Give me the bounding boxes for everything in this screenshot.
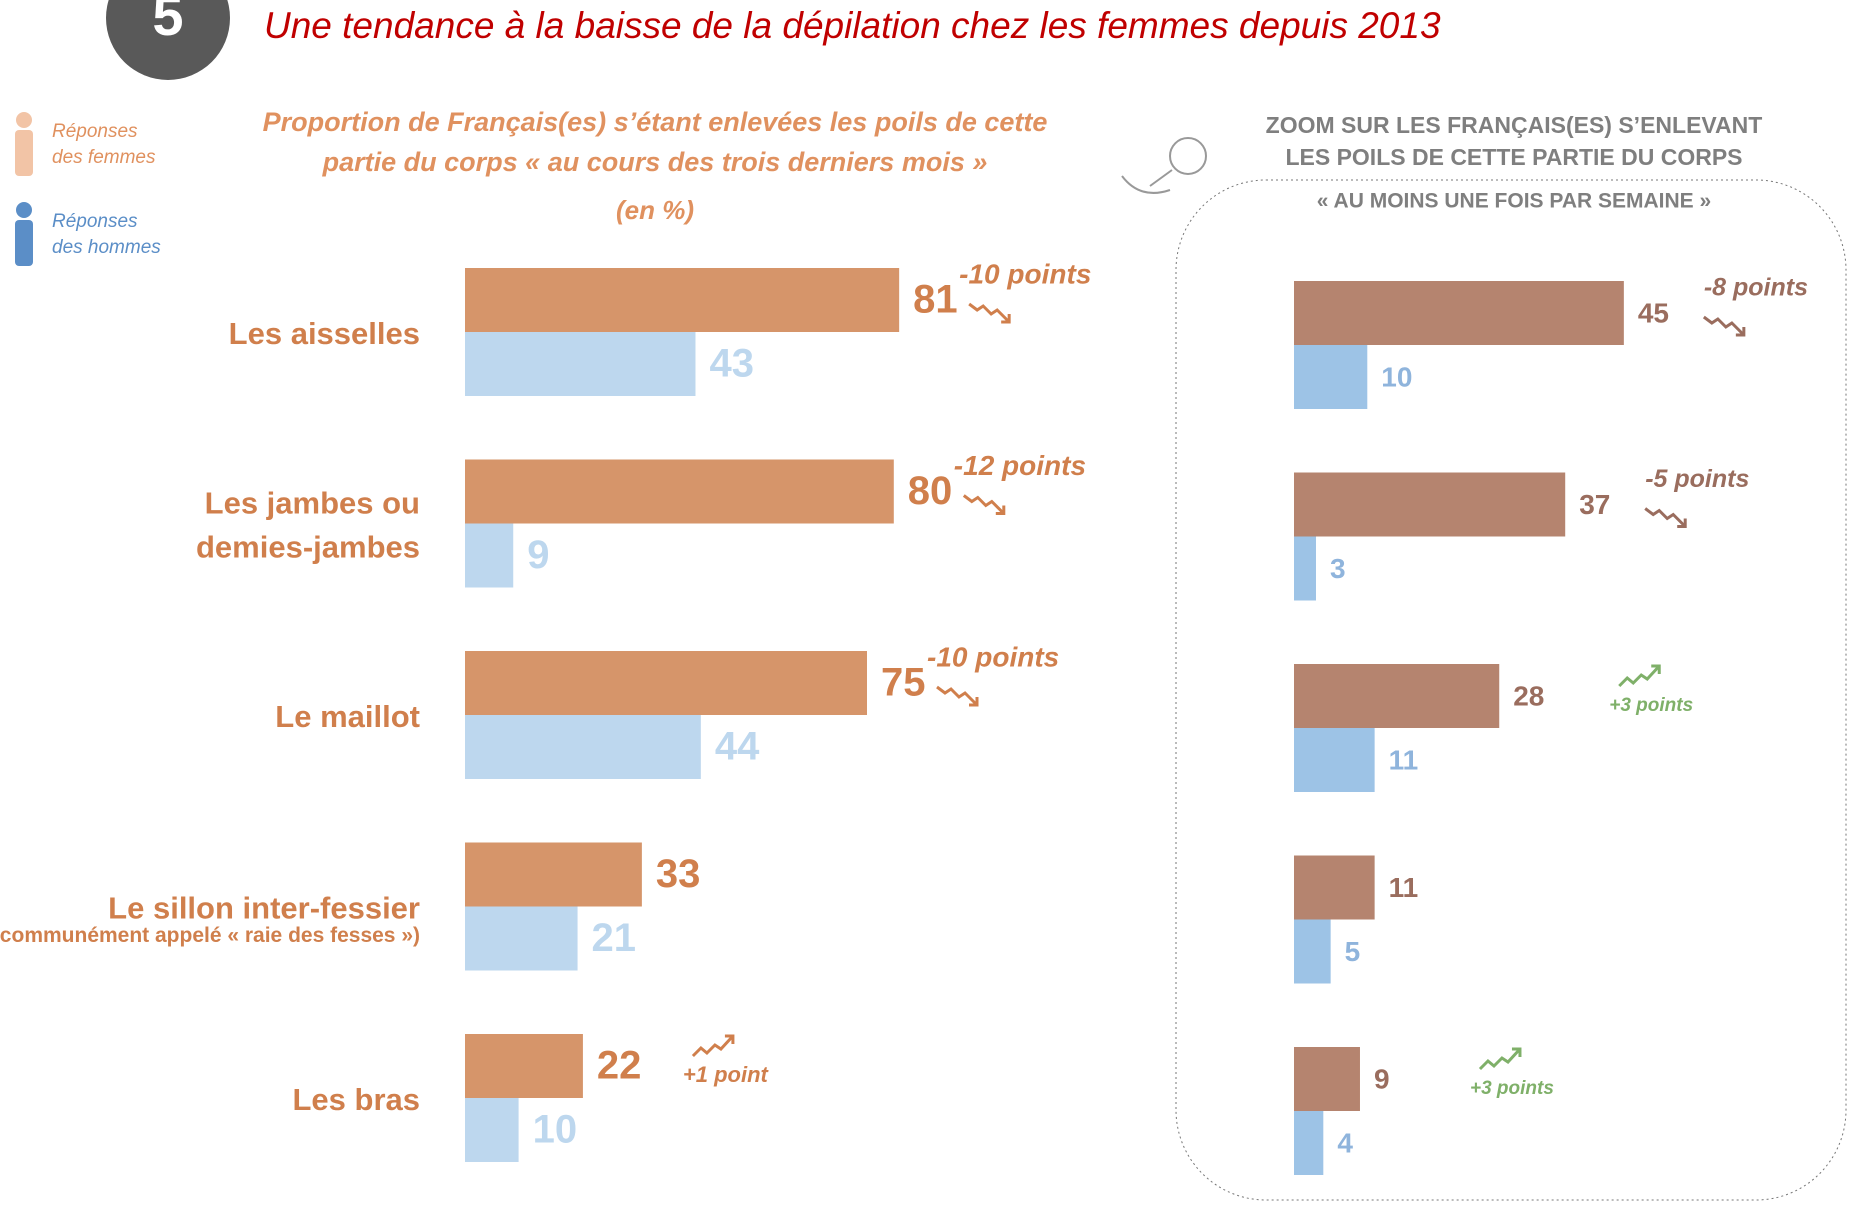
value-label: 9 — [527, 533, 549, 577]
chart-title: Proportion de Français(es) s’étant enlev… — [263, 107, 1048, 177]
bar — [465, 268, 900, 332]
bar — [465, 651, 867, 715]
bar — [1294, 472, 1566, 537]
trend-annotation: -12 points — [954, 450, 1086, 481]
category-label: Le sillon inter-fessier — [108, 891, 420, 926]
value-label: 21 — [592, 916, 637, 960]
bar — [1294, 281, 1624, 345]
trend-annotation: +3 points — [1470, 1078, 1554, 1099]
chart-title: ZOOM SUR LES FRANÇAIS(ES) S’ENLEVANT LES … — [1266, 112, 1763, 170]
zoom-frame — [1175, 179, 1847, 1201]
trend-annotation: +3 points — [1609, 695, 1693, 716]
trend-arrow — [962, 494, 1005, 515]
value-label: 10 — [1381, 361, 1412, 392]
value-label: 80 — [908, 469, 953, 513]
value-label: 11 — [1389, 872, 1419, 903]
trend-arrow-head — [1001, 314, 1011, 324]
bar — [1294, 855, 1375, 920]
trend-annotation: -10 points — [927, 641, 1059, 672]
trend-annotation: -5 points — [1645, 465, 1749, 493]
value-label: 75 — [881, 661, 926, 705]
bar — [465, 523, 514, 588]
category-note: (communément appelé « raie des fesses ») — [0, 924, 420, 947]
value-label: 44 — [715, 725, 760, 769]
trend-arrow — [691, 1034, 735, 1058]
trend-annotation: +1 point — [683, 1062, 770, 1087]
legend-label: Réponses des femmes — [52, 121, 156, 168]
category-label: Les bras — [292, 1082, 420, 1117]
bar — [1294, 1047, 1360, 1111]
trend-arrow-head — [1677, 518, 1687, 528]
trend-arrow-head — [1511, 1047, 1522, 1057]
trend-arrow — [1702, 315, 1745, 337]
legend-icon — [16, 112, 32, 128]
trend-arrow-head — [1735, 327, 1746, 337]
badge: 5 — [152, 0, 183, 47]
bar — [465, 1034, 583, 1098]
value-label: 11 — [1389, 744, 1419, 775]
legend-label: Réponses des hommes — [52, 211, 161, 258]
trend-arrow — [936, 685, 979, 707]
legend-icon — [15, 130, 33, 176]
value-label: 3 — [1330, 553, 1346, 584]
trend-annotation: -10 points — [959, 258, 1091, 289]
bar — [1294, 728, 1375, 792]
value-label: 43 — [709, 342, 754, 386]
trend-arrow — [1644, 507, 1687, 528]
category-label: Les jambes ou demies-jambes — [196, 486, 420, 565]
trend-arrow-head — [724, 1034, 735, 1044]
value-label: 10 — [533, 1108, 578, 1152]
trend-annotation: -8 points — [1704, 274, 1808, 302]
bar — [1294, 345, 1368, 409]
value-label: 4 — [1337, 1127, 1353, 1158]
value-label: 9 — [1374, 1063, 1390, 1094]
legend-icon — [15, 220, 33, 266]
main-title: Une tendance à la baisse de la dépilatio… — [264, 5, 1441, 46]
value-label: 33 — [656, 852, 701, 896]
value-label: 81 — [913, 278, 958, 322]
value-label: 28 — [1513, 680, 1544, 711]
magnifier-icon — [1121, 137, 1207, 194]
trend-arrow — [1478, 1047, 1522, 1071]
trend-arrow-head — [969, 697, 979, 707]
chart-subtitle: « AU MOINS UNE FOIS PAR SEMAINE » — [1317, 190, 1711, 213]
bar — [465, 842, 642, 907]
bar — [465, 332, 696, 396]
bar — [1294, 664, 1500, 728]
bar — [1294, 919, 1331, 984]
bar — [465, 906, 578, 971]
trend-arrow — [968, 302, 1011, 324]
bar — [465, 459, 894, 524]
bar — [465, 715, 701, 779]
value-label: 37 — [1579, 489, 1610, 520]
value-label: 22 — [597, 1044, 642, 1088]
legend-icon — [16, 202, 32, 218]
trend-arrow-head — [1651, 664, 1661, 674]
bar — [465, 1098, 519, 1162]
category-label: Les aisselles — [229, 316, 420, 351]
category-label: Le maillot — [275, 699, 420, 734]
value-label: 45 — [1638, 297, 1669, 328]
chart-subtitle: (en %) — [616, 195, 694, 225]
trend-arrow-head — [995, 505, 1006, 515]
badge-circle — [106, 0, 230, 80]
bar — [1294, 1111, 1324, 1175]
trend-arrow — [1618, 664, 1661, 688]
bar — [1294, 536, 1316, 601]
value-label: 5 — [1345, 936, 1361, 967]
